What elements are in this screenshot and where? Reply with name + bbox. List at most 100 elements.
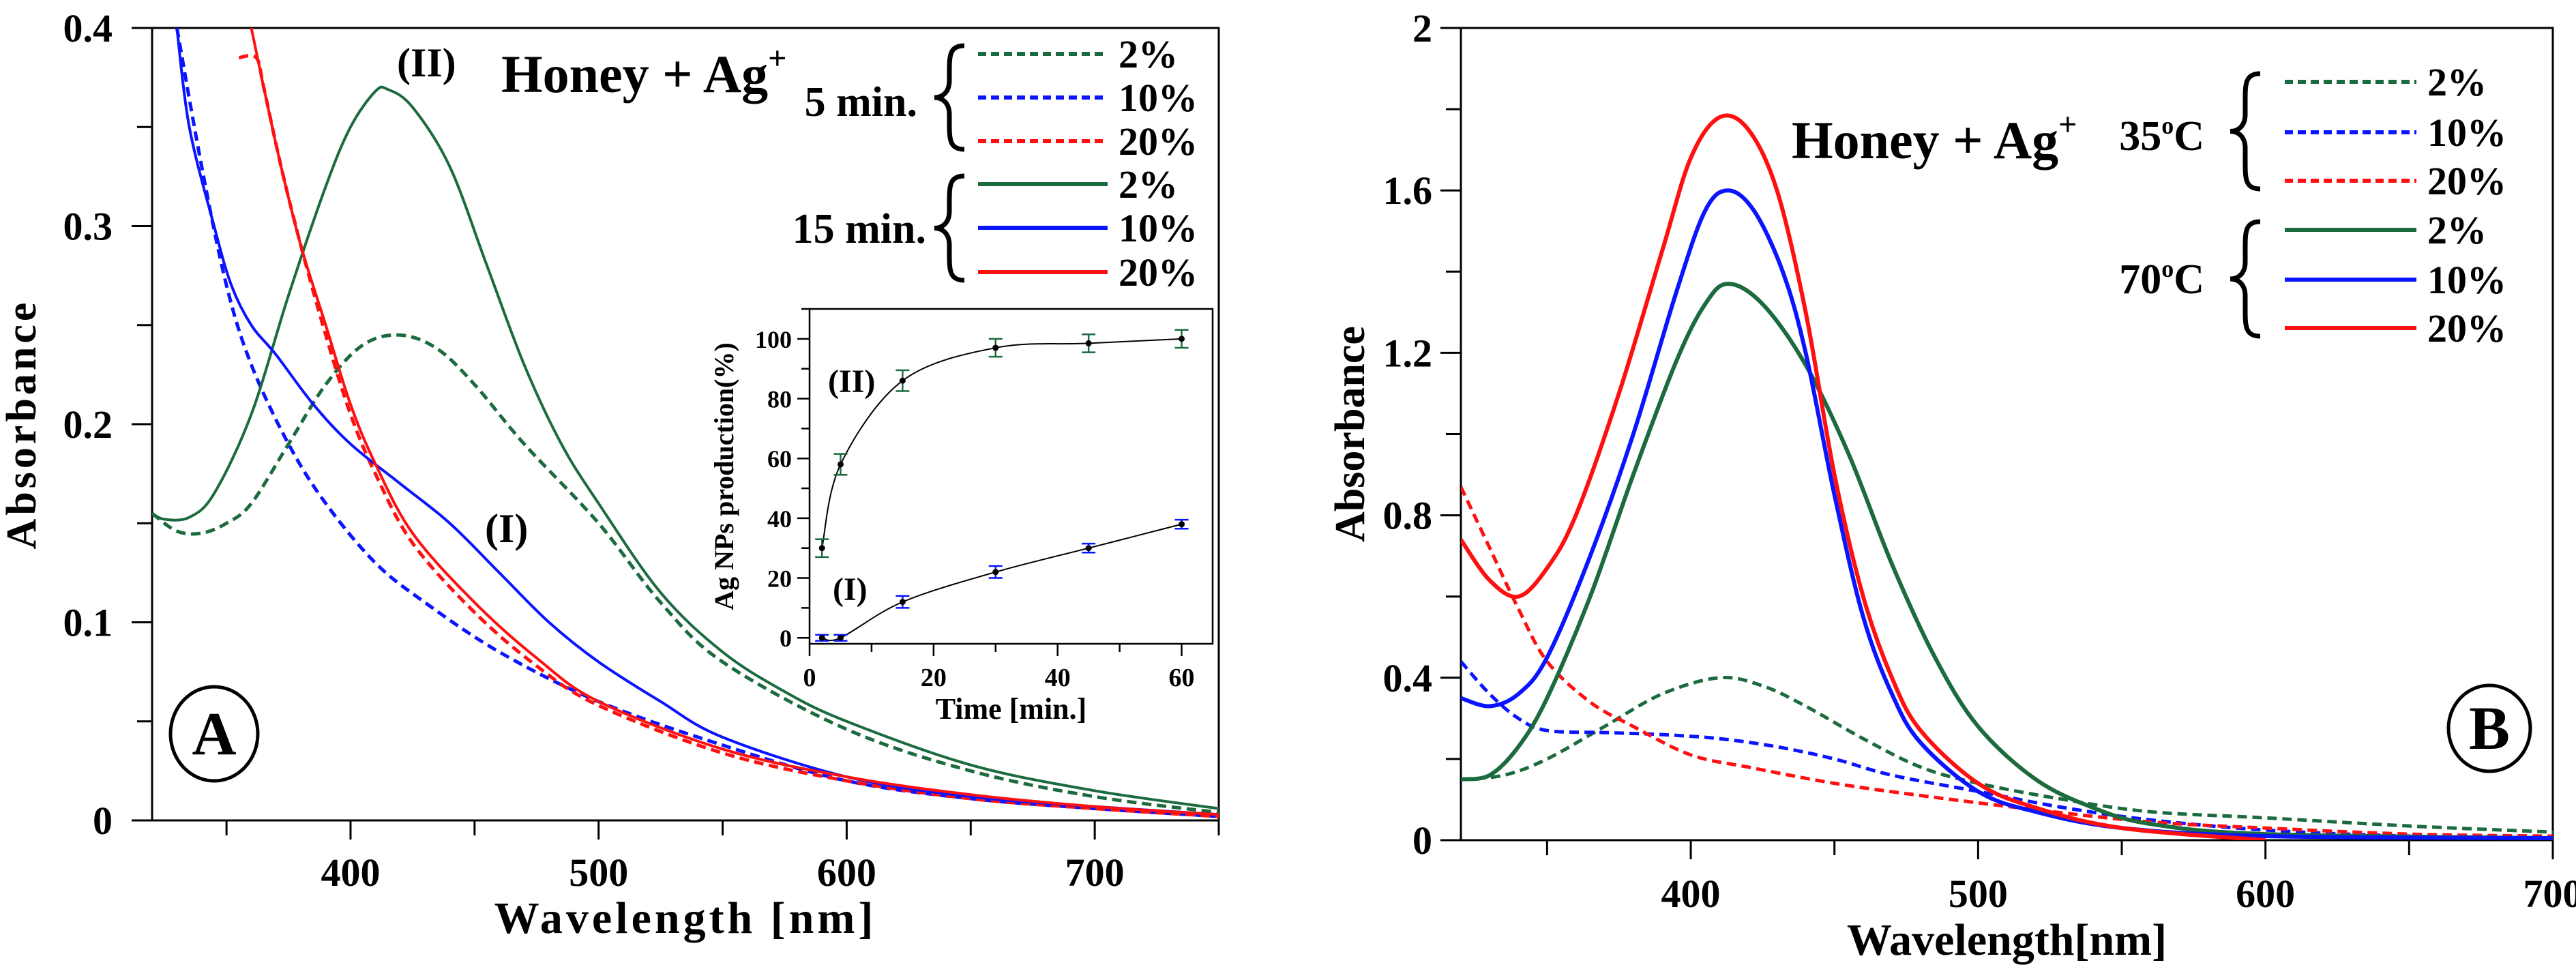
- x-tick-label: 700: [2523, 872, 2576, 916]
- chart-panel-b: 400 500 600 700 0 0.4 0.8 1.2 1.6 2 Wavelength[nm]…: [1327, 6, 2576, 965]
- x-tick-label: 600: [2236, 872, 2295, 916]
- x-tick-label: 600: [817, 850, 876, 895]
- inset-data-point: [992, 569, 999, 576]
- curve-annotation: (I): [485, 506, 528, 551]
- inset-x-axis-title: Time [min.]: [936, 692, 1087, 726]
- inset-y-tick-label: 40: [767, 505, 792, 533]
- y-tick-label: 1.6: [1383, 168, 1433, 213]
- chart-title: Honey + Ag+: [1792, 106, 2077, 170]
- legend-brace: [2230, 71, 2261, 192]
- panel-label: A: [192, 700, 237, 768]
- x-tick-label: 500: [569, 850, 628, 895]
- series-line-35-c-10-: [1461, 660, 2553, 840]
- x-tick-label: 400: [1661, 872, 1721, 916]
- inset-series-label: (I): [833, 571, 868, 608]
- series-line-15-min-2-: [152, 85, 1219, 810]
- y-tick-label: 0.3: [63, 205, 113, 249]
- series-line-35-c-2-: [1461, 675, 2553, 834]
- y-axis-title: Absorbance: [0, 299, 45, 550]
- panel-label-circle: [168, 685, 260, 783]
- y-tick-label: 0.8: [1383, 494, 1433, 538]
- inset-data-point: [899, 599, 906, 606]
- inset-data-point: [899, 377, 906, 384]
- panel-label: B: [2469, 695, 2510, 762]
- series-line-70-c-20-: [1461, 113, 2266, 840]
- legend-group-label: 35oC: [2119, 112, 2204, 160]
- legend-brace: [934, 43, 965, 152]
- inset-x-tick-label: 40: [1045, 664, 1071, 692]
- legend-entry-label: 2%: [1119, 162, 1178, 207]
- panel-label-circle: [2446, 683, 2532, 773]
- legend-entry-label: 20%: [1119, 119, 1198, 164]
- inset-data-point: [992, 344, 999, 351]
- inset-y-tick-label: 100: [755, 326, 792, 353]
- legend-entry-label: 10%: [1119, 206, 1198, 250]
- chart-title-text: Honey + Ag: [501, 44, 768, 104]
- legend-entry-label: 20%: [1119, 250, 1198, 295]
- inset-data-point: [818, 634, 825, 641]
- series-line-15-min-20-: [250, 28, 1219, 816]
- inset-y-tick-label: 60: [767, 445, 792, 473]
- curve-annotation: (II): [397, 40, 456, 85]
- inset-x-tick-label: 0: [803, 664, 816, 692]
- inset-y-tick-label: 0: [780, 625, 792, 652]
- y-tick-label: 0.2: [63, 402, 113, 447]
- x-tick-label: 400: [321, 850, 380, 895]
- inset-data-point: [837, 461, 844, 468]
- series-line-15-min-10-: [175, 28, 1219, 816]
- series-line-70-c-2-: [1461, 282, 2553, 840]
- legend-group-label: 5 min.: [805, 79, 917, 125]
- y-tick-label: 0.4: [63, 6, 113, 50]
- x-axis-title: Wavelength[nm]: [1847, 915, 2167, 965]
- legend-group-label-text: 70: [2119, 256, 2161, 303]
- inset-series-label: (II): [828, 363, 875, 400]
- inset-data-point: [1085, 340, 1092, 346]
- legend-entry-label: 20%: [2427, 159, 2506, 203]
- legend-group-label-text: 35: [2119, 113, 2161, 160]
- legend-brace: [2230, 219, 2261, 339]
- x-tick-label: 700: [1065, 850, 1125, 895]
- legend: 5 min.2%10%20%15 min.2%10%20%: [793, 32, 1198, 295]
- inset-y-tick-label: 80: [767, 386, 792, 413]
- legend-entry-label: 2%: [2427, 208, 2487, 252]
- inset-x-tick-label: 60: [1169, 664, 1195, 692]
- legend-entry-label: 10%: [2427, 258, 2506, 302]
- legend-group-degree: o: [2161, 255, 2174, 282]
- x-tick-label: 500: [1949, 872, 2008, 916]
- inset-data-point: [1085, 545, 1092, 552]
- inset-data-point: [818, 545, 825, 552]
- series-line-35-c-20-: [1461, 486, 2553, 838]
- legend-group-unit: C: [2174, 113, 2204, 160]
- inset-chart: 0 20 40 60 0 20 40 60 80 100 Time [min.] Ag NPs pro…: [709, 308, 1214, 726]
- legend-entry-label: 2%: [1119, 32, 1178, 76]
- y-tick-label: 0: [1412, 818, 1432, 863]
- y-tick-label: 0: [93, 799, 113, 843]
- chart-title-superscript: +: [2058, 106, 2077, 143]
- chart-title-text: Honey + Ag: [1792, 110, 2058, 170]
- legend-entry-label: 2%: [2427, 60, 2487, 104]
- series-line-70-c-10-: [1461, 188, 2553, 840]
- series-line-5-min-2-: [152, 333, 1219, 814]
- y-tick-label: 0.4: [1383, 656, 1433, 700]
- inset-data-point: [837, 634, 844, 641]
- legend-entry-label: 20%: [2427, 306, 2506, 351]
- inset-y-tick-label: 20: [767, 565, 792, 593]
- legend-entry-label: 10%: [2427, 110, 2506, 155]
- legend-group-label: 70oC: [2119, 255, 2204, 303]
- legend-brace: [934, 173, 965, 283]
- chart-title-superscript: +: [768, 40, 786, 76]
- legend-group-unit: C: [2174, 256, 2204, 303]
- inset-fit-curve: [821, 338, 1182, 548]
- chart-title: Honey + Ag+: [501, 40, 787, 104]
- y-tick-label: 1.2: [1383, 331, 1433, 375]
- y-tick-label: 2: [1412, 6, 1432, 50]
- series-line-5-min-10-: [175, 28, 1219, 818]
- legend-group-label-text: 15 min.: [793, 206, 926, 252]
- inset-frame: [808, 308, 1214, 645]
- x-axis-title: Wavelength [nm]: [494, 893, 877, 943]
- inset-data-point: [1179, 521, 1185, 528]
- legend-group-label: 15 min.: [793, 206, 926, 252]
